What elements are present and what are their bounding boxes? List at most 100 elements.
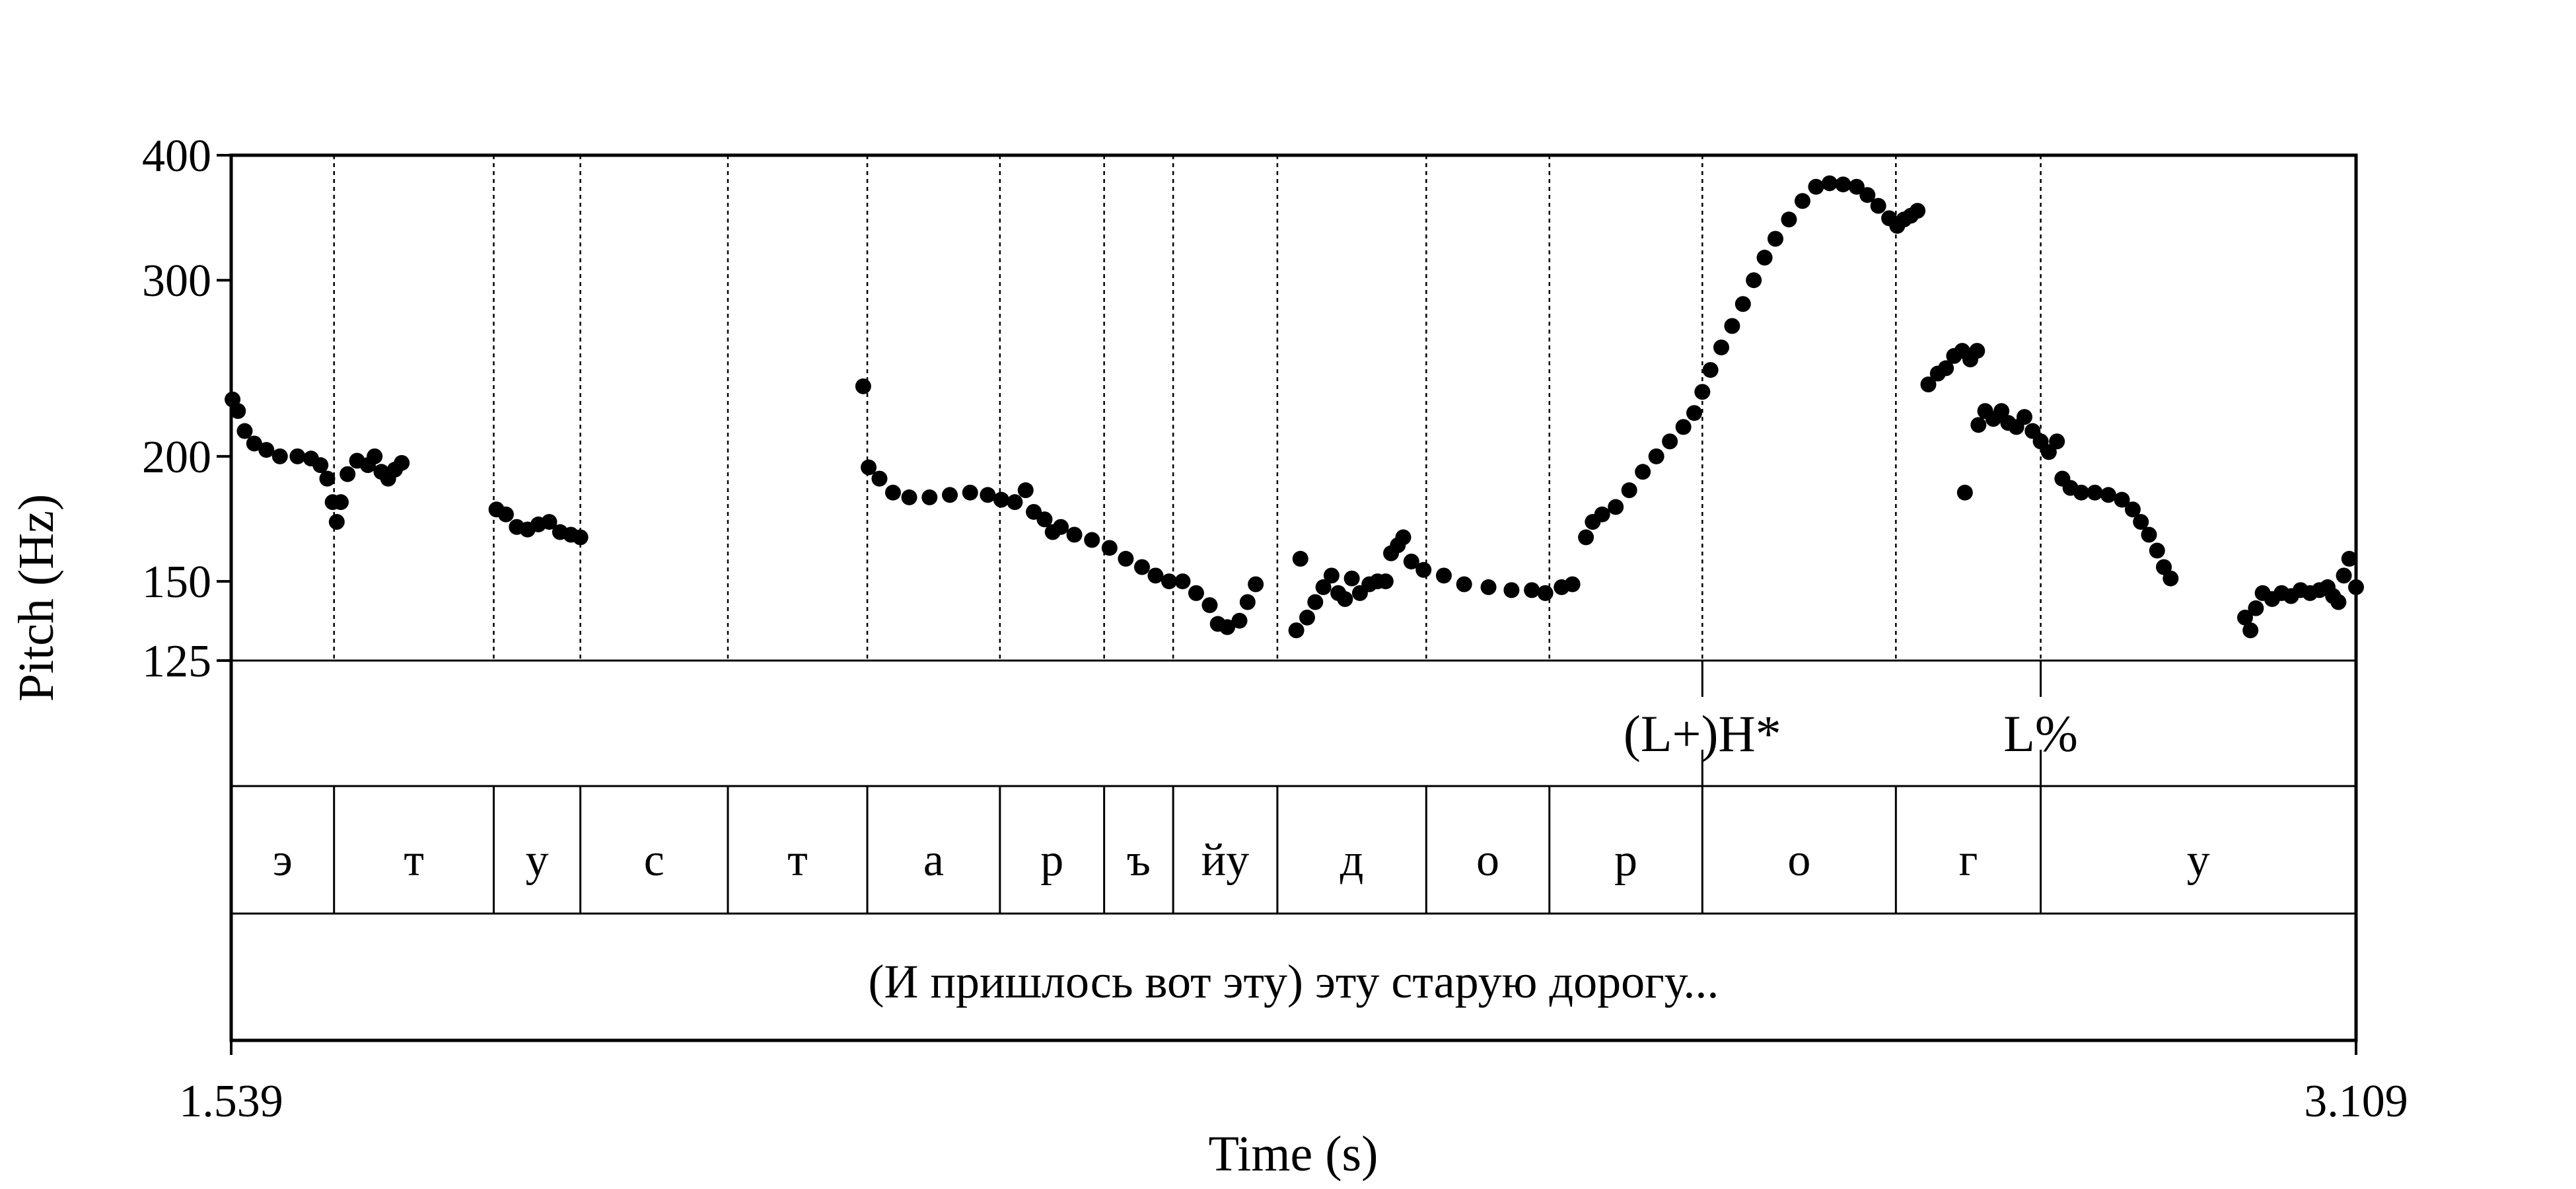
pitch-point	[2141, 526, 2157, 543]
pitch-point	[1920, 377, 1937, 393]
pitch-point	[1084, 532, 1100, 548]
segment-label: о	[1476, 835, 1499, 886]
pitch-point	[1456, 576, 1472, 593]
pitch-point	[1147, 567, 1164, 584]
pitch-point	[2049, 433, 2065, 450]
pitch-point	[2236, 609, 2253, 626]
pitch-point	[289, 448, 306, 464]
pitch-point	[962, 484, 978, 501]
pitch-point	[1299, 609, 1315, 626]
pitch-point	[2341, 550, 2357, 567]
axes: 125 150 200 300 400 1.539 3.109	[142, 131, 2408, 1127]
pitch-point	[1870, 198, 1886, 214]
segment-label: т	[404, 835, 424, 886]
annotation-tiers: (L+)H* L% э т у с т а р ъ йу д о р о г у (И пришлось вот …	[231, 659, 2356, 1008]
pitch-point	[1066, 526, 1083, 543]
pitch-point	[1315, 579, 1332, 595]
segment-label: о	[1787, 835, 1810, 886]
pitch-point	[1415, 561, 1432, 578]
pitch-point	[1835, 176, 1851, 193]
pitch-point	[332, 494, 349, 511]
pitch-point	[1337, 591, 1353, 607]
pitch-point	[572, 529, 589, 546]
pitch-point	[1219, 619, 1236, 635]
pitch-point	[1239, 594, 1256, 610]
pitch-point	[1724, 318, 1740, 334]
pitch-point	[1161, 573, 1177, 590]
pitch-point	[2248, 600, 2264, 616]
pitch-point	[1231, 612, 1248, 629]
pitch-point	[2073, 484, 2090, 501]
pitch-point	[1435, 567, 1452, 584]
pitch-point	[1036, 511, 1053, 528]
pitch-point	[1480, 579, 1497, 595]
pitch-point	[1564, 576, 1581, 593]
pitch-point	[2133, 514, 2149, 530]
pitch-point	[312, 457, 329, 474]
pitch-point	[2100, 487, 2117, 503]
pitch-point	[1537, 585, 1554, 601]
pitch-point	[1635, 464, 1651, 480]
pitch-point	[2336, 567, 2352, 584]
pitch-point	[1848, 178, 1865, 195]
pitch-point	[1292, 550, 1308, 567]
segment-label: ъ	[1127, 835, 1151, 886]
segment-label: д	[1340, 835, 1364, 886]
pitch-point	[1970, 417, 1987, 433]
pitch-point	[541, 514, 557, 530]
y-tick-label: 400	[142, 131, 211, 182]
pitch-point	[942, 487, 958, 503]
x-tick-label: 3.109	[2304, 1076, 2408, 1127]
pitch-point	[497, 506, 514, 522]
segment-label: э	[273, 835, 293, 886]
pitch-point	[2087, 484, 2103, 501]
pitch-point	[1686, 405, 1703, 421]
y-tick-label: 200	[142, 432, 211, 483]
pitch-point	[1794, 193, 1810, 209]
pitch-point	[1017, 482, 1034, 499]
y-tick-label: 125	[142, 636, 211, 687]
pitch-point	[871, 470, 888, 487]
pitch-point	[855, 378, 871, 394]
pitch-point	[993, 491, 1009, 508]
pitch-point	[1174, 573, 1191, 590]
segment-label: т	[787, 835, 808, 886]
pitch-point	[1993, 403, 2010, 419]
pitch-point	[230, 403, 246, 419]
plot-frame	[229, 153, 2358, 1042]
pitch-point	[319, 470, 336, 487]
pitch-point	[1343, 570, 1360, 587]
pitch-point	[901, 489, 917, 505]
pitch-point	[1735, 296, 1751, 312]
pitch-point	[1969, 343, 1986, 359]
pitch-point	[2163, 570, 2179, 587]
pitch-point	[1694, 384, 1711, 400]
pitch-point	[921, 489, 938, 505]
pitch-point	[2330, 594, 2347, 610]
pitch-panel	[225, 155, 2364, 661]
pitch-point	[1288, 622, 1305, 639]
pitch-point	[1134, 559, 1151, 575]
pitch-point	[1702, 362, 1719, 378]
pitch-point	[1621, 482, 1637, 499]
pitch-point	[1956, 484, 1973, 501]
pitch-point	[1201, 597, 1218, 614]
pitch-point	[2242, 622, 2259, 639]
pitch-point	[1910, 203, 1926, 219]
segment-label: а	[923, 835, 944, 886]
pitch-point	[1188, 585, 1204, 601]
y-axis-label: Pitch (Hz)	[9, 494, 64, 702]
tone-label: (L+)H*	[1624, 705, 1781, 762]
pitch-point	[2016, 409, 2032, 425]
pitch-point	[1859, 187, 1876, 203]
pitch-point	[1648, 448, 1664, 464]
pitch-point	[1675, 419, 1692, 435]
segment-label: у	[526, 835, 549, 886]
pitch-point	[2124, 501, 2141, 518]
segment-label: р	[1614, 835, 1637, 886]
y-tick-label: 300	[142, 256, 211, 306]
segment-label: у	[2187, 835, 2210, 886]
pitch-point	[1608, 499, 1624, 515]
pitch-point	[861, 459, 877, 476]
